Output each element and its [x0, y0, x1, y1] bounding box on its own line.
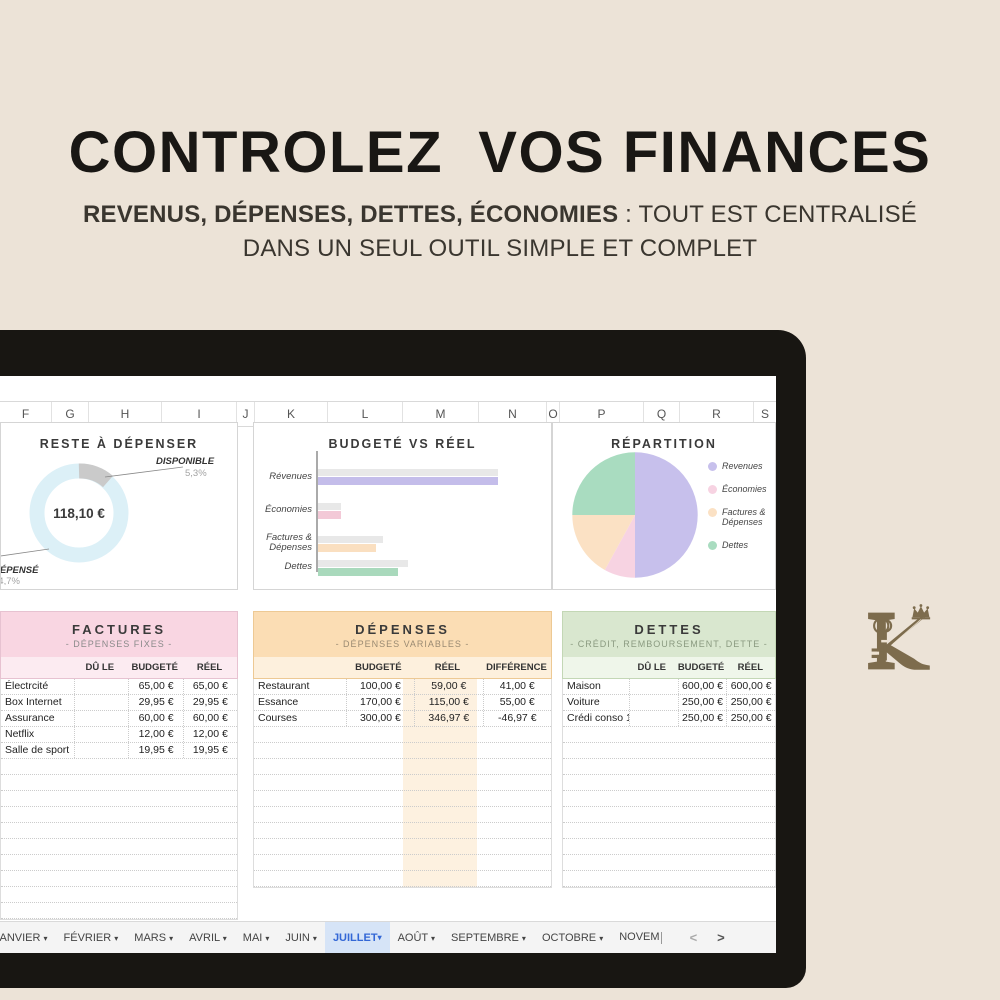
svg-text:DISPONIBLE: DISPONIBLE	[156, 456, 215, 467]
svg-text:Dettes: Dettes	[285, 561, 313, 572]
svg-text:94,7%: 94,7%	[1, 576, 20, 585]
svg-text:Révenues: Révenues	[269, 471, 312, 482]
svg-text:118,10 €: 118,10 €	[53, 506, 105, 521]
svg-text:Dépenses: Dépenses	[269, 542, 312, 553]
svg-text:5,3%: 5,3%	[185, 468, 207, 479]
svg-text:DÉPENSÉ: DÉPENSÉ	[1, 565, 39, 576]
svg-text:Économies: Économies	[265, 504, 312, 515]
